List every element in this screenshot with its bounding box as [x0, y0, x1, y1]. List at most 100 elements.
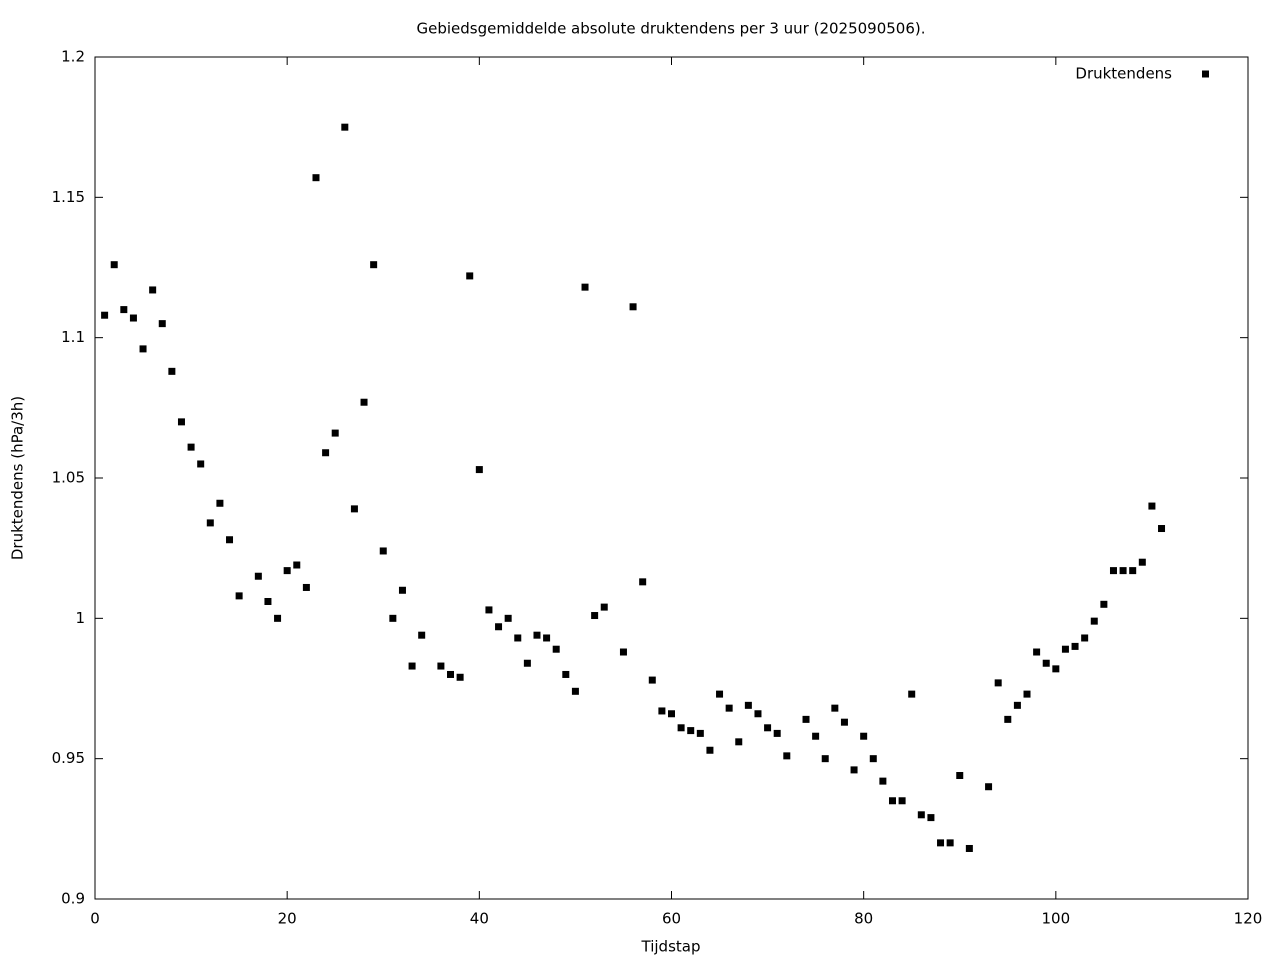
- y-tick-label: 1.2: [61, 48, 85, 66]
- point: [379, 547, 387, 555]
- point: [302, 583, 310, 591]
- point: [1148, 502, 1156, 510]
- point: [168, 367, 176, 375]
- point: [812, 732, 820, 740]
- point: [725, 704, 733, 712]
- point: [898, 797, 906, 805]
- point: [946, 839, 954, 847]
- point: [475, 466, 483, 474]
- point: [783, 752, 791, 760]
- point: [696, 729, 704, 737]
- point: [879, 777, 887, 785]
- y-tick-label: 1.15: [52, 188, 85, 206]
- point: [927, 814, 935, 822]
- point: [754, 710, 762, 718]
- point: [370, 261, 378, 269]
- chart-title: Gebiedsgemiddelde absolute druktendens p…: [416, 20, 925, 38]
- point: [158, 320, 166, 328]
- point: [1042, 659, 1050, 667]
- point: [283, 567, 291, 575]
- point: [869, 755, 877, 763]
- point: [129, 314, 137, 322]
- point: [677, 724, 685, 732]
- point: [187, 443, 195, 451]
- point: [177, 418, 185, 426]
- point: [504, 614, 512, 622]
- point: [1119, 567, 1127, 575]
- y-tick-label: 0.95: [52, 749, 85, 767]
- point: [312, 174, 320, 182]
- point: [226, 536, 234, 544]
- point: [447, 670, 455, 678]
- legend-label: Druktendens: [1075, 65, 1172, 83]
- x-tick-label: 0: [90, 910, 100, 928]
- y-tick-label: 1.05: [52, 469, 85, 487]
- point: [389, 614, 397, 622]
- point: [668, 710, 675, 718]
- point: [149, 286, 157, 294]
- point: [917, 811, 925, 819]
- point: [495, 623, 503, 631]
- point: [360, 398, 368, 406]
- x-tick-label: 120: [1234, 910, 1263, 928]
- x-tick-label: 20: [278, 910, 297, 928]
- point: [744, 701, 752, 709]
- point: [101, 311, 109, 319]
- point: [985, 783, 993, 791]
- point: [1138, 558, 1146, 566]
- point: [254, 572, 262, 580]
- point: [1061, 645, 1069, 653]
- point: [514, 634, 522, 642]
- point: [831, 704, 839, 712]
- point: [216, 499, 224, 507]
- point: [341, 123, 349, 131]
- point: [821, 755, 829, 763]
- point: [1023, 690, 1031, 698]
- point: [398, 586, 406, 594]
- point: [581, 283, 589, 291]
- x-tick-label: 40: [470, 910, 489, 928]
- point: [1081, 634, 1089, 642]
- point: [850, 766, 858, 774]
- point: [994, 679, 1002, 687]
- point: [888, 797, 896, 805]
- point: [908, 690, 916, 698]
- y-tick-label: 1: [75, 609, 85, 627]
- point: [437, 662, 445, 670]
- point: [552, 645, 560, 653]
- y-axis-label: Druktendens (hPa/3h): [9, 396, 27, 560]
- point: [466, 272, 474, 280]
- point: [533, 631, 541, 639]
- x-tick-label: 60: [662, 910, 681, 928]
- point: [485, 606, 493, 614]
- point: [274, 614, 282, 622]
- point: [571, 687, 579, 695]
- y-tick-label: 1.1: [61, 328, 85, 346]
- x-axis-label: Tijdstap: [641, 938, 701, 956]
- point: [139, 345, 147, 353]
- point: [543, 634, 551, 642]
- point: [764, 724, 772, 732]
- point: [408, 662, 416, 670]
- point: [120, 306, 128, 314]
- point: [1013, 701, 1021, 709]
- legend-marker: [1202, 70, 1209, 78]
- point: [619, 648, 627, 656]
- point: [562, 670, 570, 678]
- point: [1109, 567, 1117, 575]
- point: [648, 676, 656, 684]
- point: [197, 460, 205, 468]
- point: [706, 746, 714, 754]
- point: [802, 715, 810, 723]
- point: [1033, 648, 1041, 656]
- plot-border: [94, 56, 1249, 900]
- point: [1004, 715, 1012, 723]
- point: [264, 597, 272, 605]
- point: [1071, 642, 1079, 650]
- y-tick-label: 0.9: [61, 890, 85, 908]
- point: [235, 592, 243, 600]
- point: [965, 844, 973, 852]
- point: [1090, 617, 1098, 625]
- point: [773, 729, 781, 737]
- point: [331, 429, 339, 437]
